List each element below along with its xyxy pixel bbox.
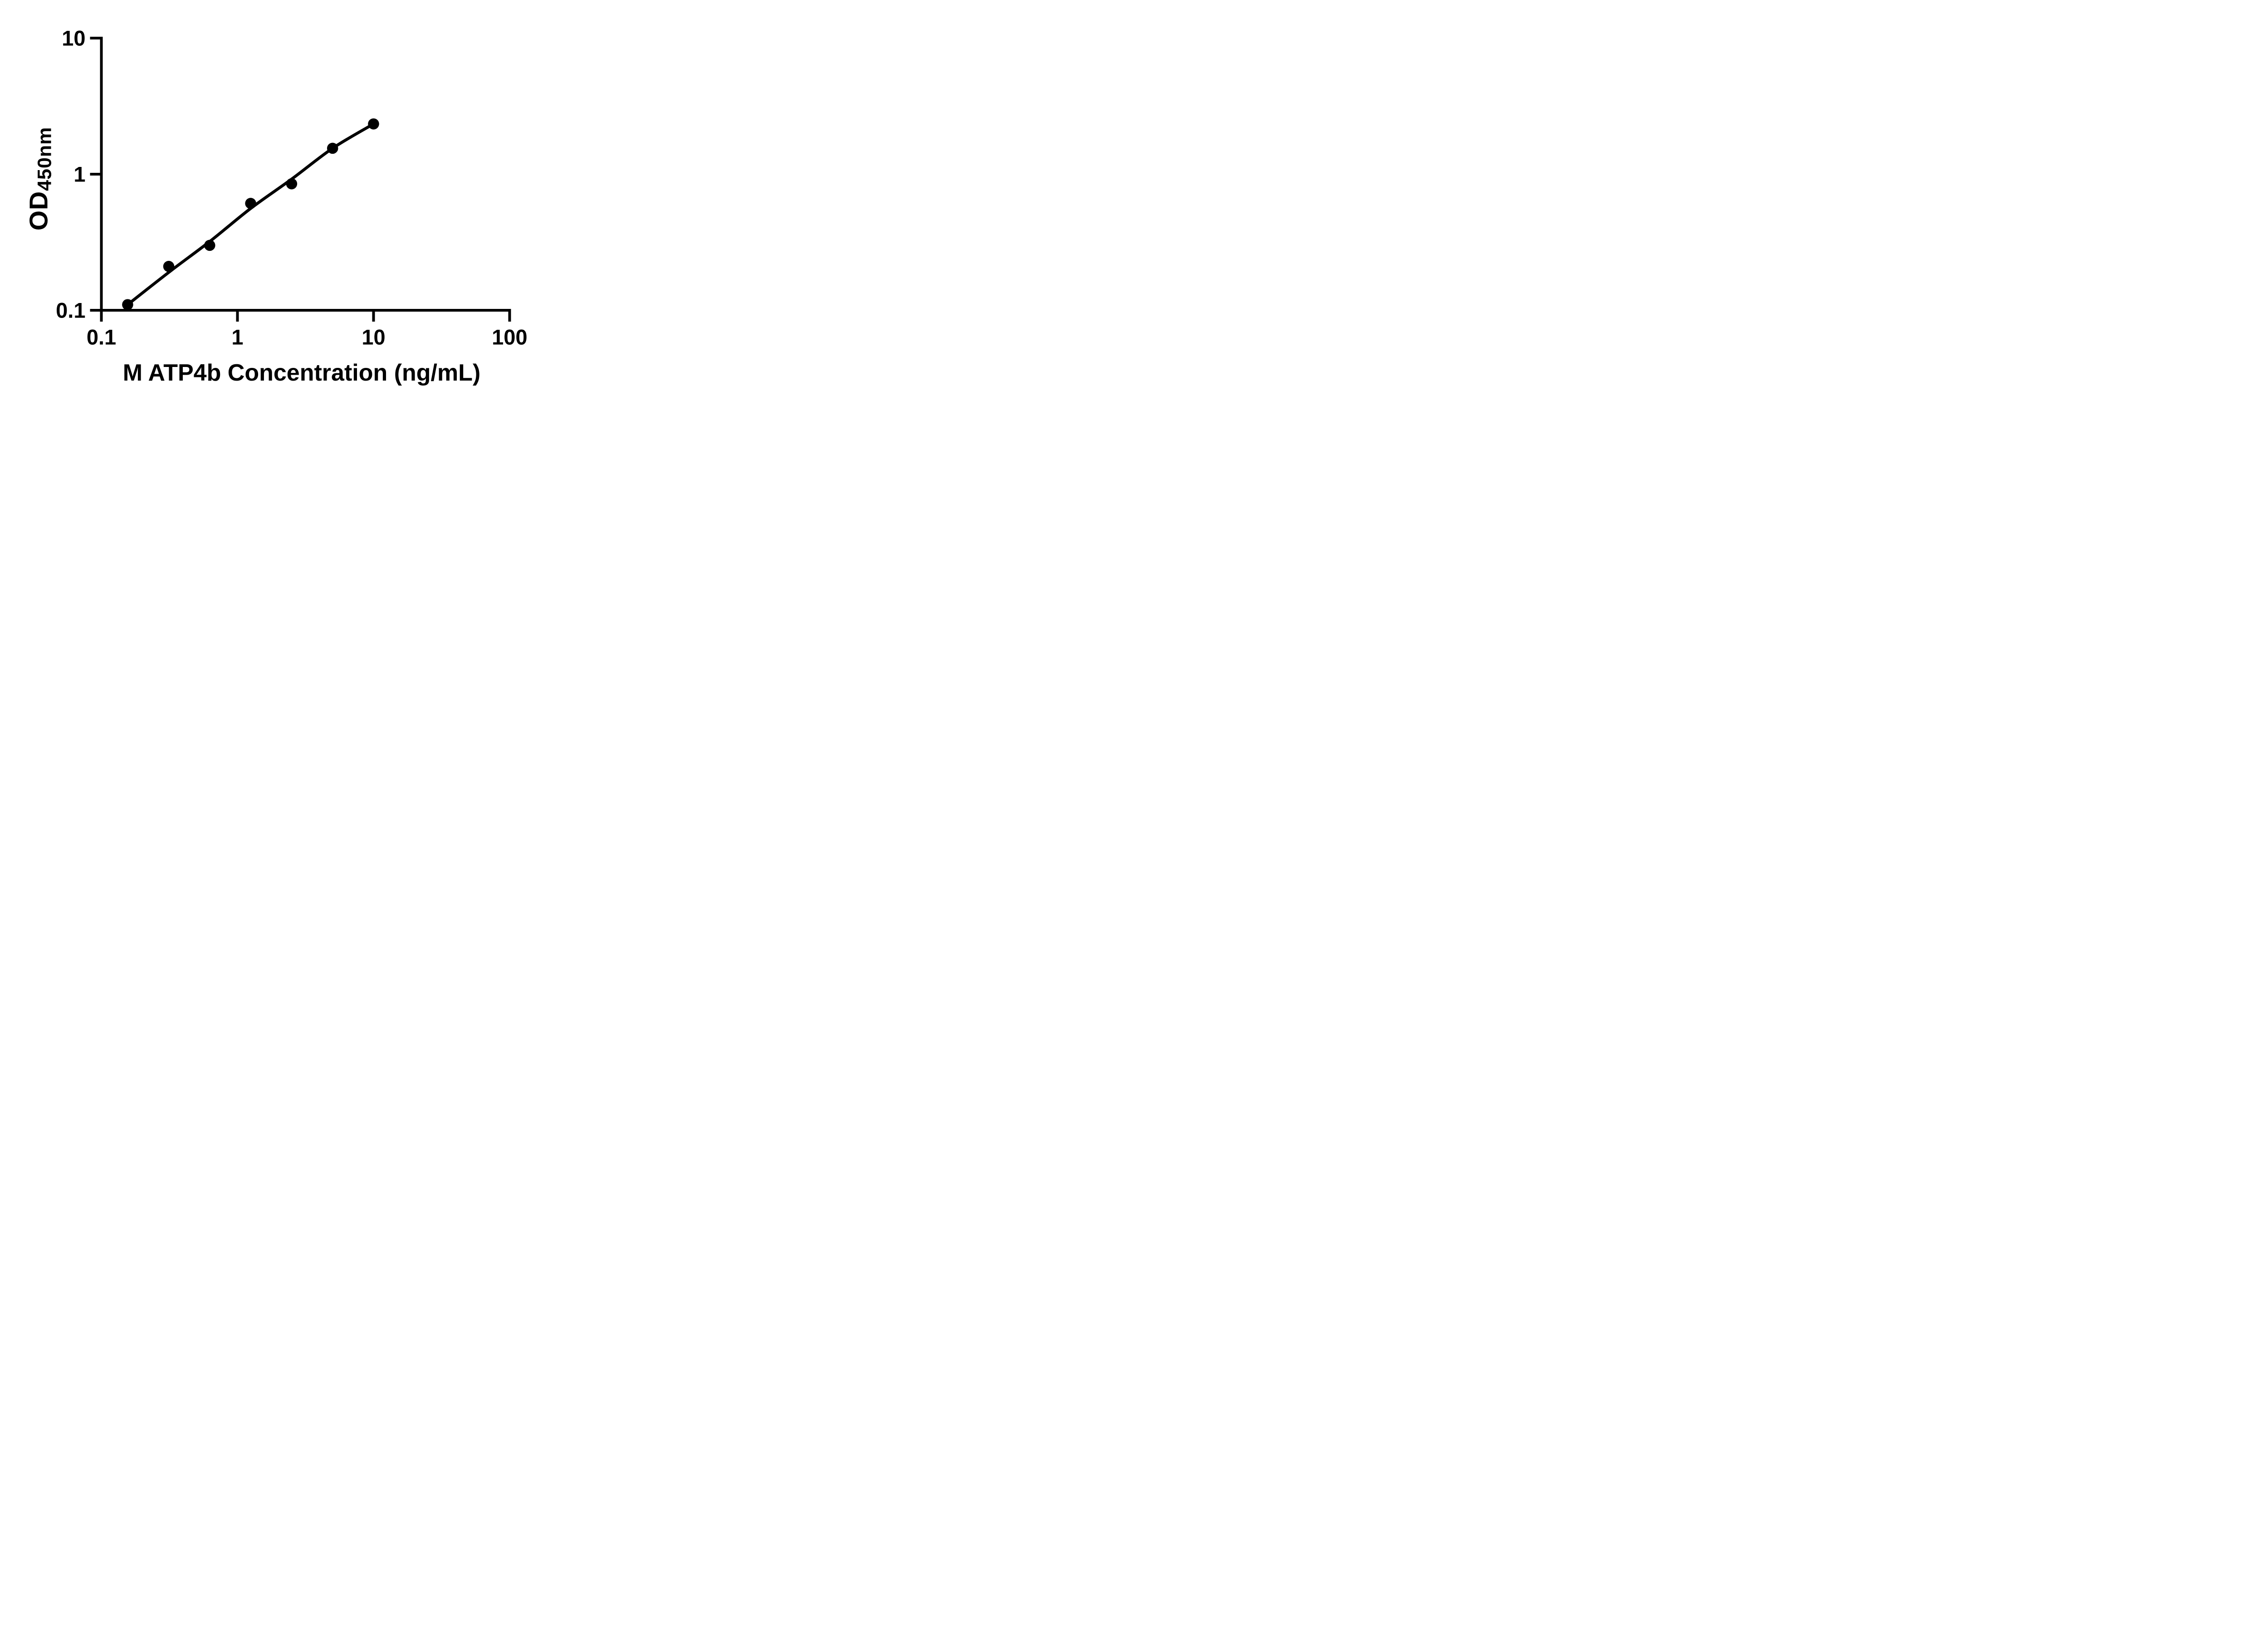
y-tick-label: 10 [62,26,85,50]
y-axis-title-main: OD [24,191,54,231]
x-tick-label: 1 [231,325,243,349]
data-point [163,261,175,272]
y-axis-title-subscript: 450nm [34,127,56,191]
data-point [286,178,298,190]
y-axis-title: OD450nm [24,127,56,231]
data-layer [122,118,379,310]
data-point [368,118,379,130]
x-tick-label: 10 [362,325,385,349]
axes-layer: 0.1 1 10 0.1 1 10 100 [56,26,528,349]
x-tick-label: 100 [492,325,527,349]
data-point [122,299,133,310]
data-point [245,198,256,209]
y-tick-label: 0.1 [56,298,85,323]
figure-canvas: 0.1 1 10 0.1 1 10 100 M ATP4b Concentration (n… [0,0,572,408]
x-tick-label: 0.1 [87,325,116,349]
data-point [327,142,338,154]
x-axis-title: M ATP4b Concentration (ng/mL) [123,360,481,386]
y-tick-label: 1 [73,162,85,186]
standard-curve-plot: 0.1 1 10 0.1 1 10 100 M ATP4b Concentration (n… [56,26,528,386]
data-point [204,240,215,251]
